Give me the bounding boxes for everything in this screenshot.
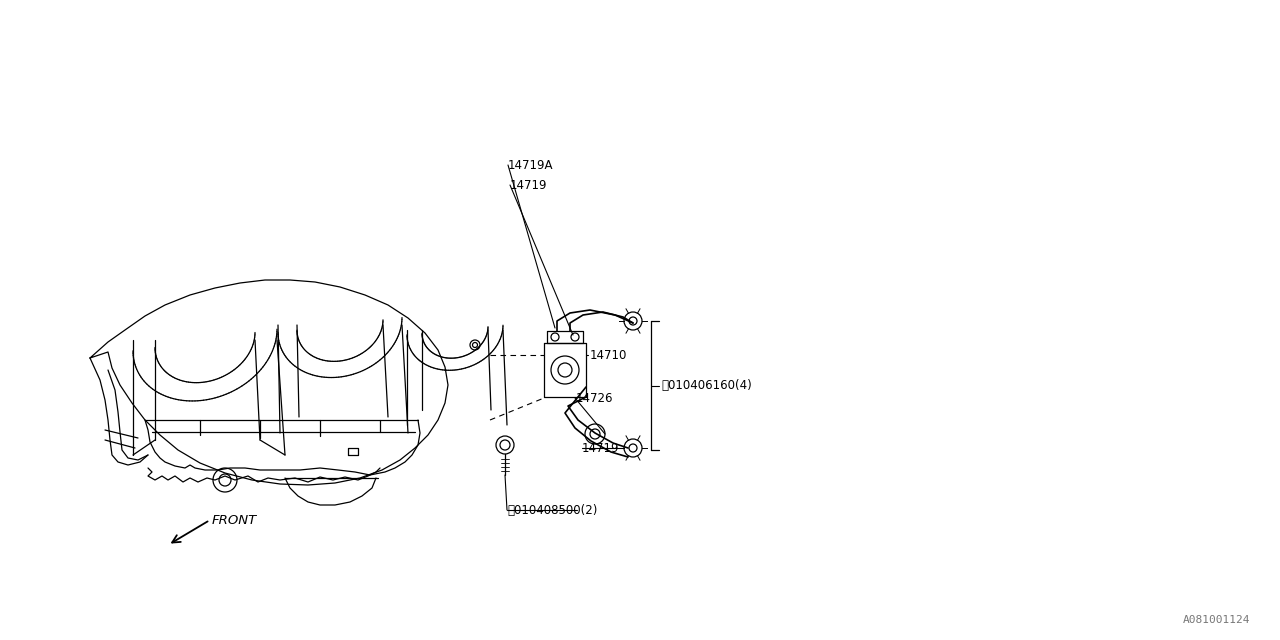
Text: Ⓑ010406160(4): Ⓑ010406160(4) — [660, 379, 751, 392]
Text: A081001124: A081001124 — [1183, 615, 1251, 625]
Text: 14719: 14719 — [582, 442, 620, 454]
Text: 14719A: 14719A — [508, 159, 553, 172]
Text: Ⓑ010408500(2): Ⓑ010408500(2) — [507, 504, 598, 516]
Text: 14726: 14726 — [576, 392, 613, 404]
Text: 14710: 14710 — [590, 349, 627, 362]
Text: FRONT: FRONT — [212, 513, 257, 527]
Text: 14719: 14719 — [509, 179, 548, 191]
